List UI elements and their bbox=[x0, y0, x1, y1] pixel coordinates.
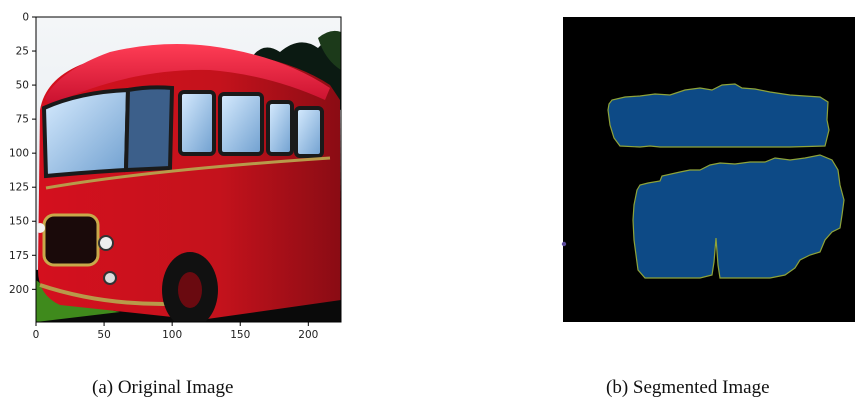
y-tick-label: 0 bbox=[22, 12, 29, 24]
y-tick-label: 100 bbox=[9, 148, 29, 160]
y-tick-label: 75 bbox=[16, 114, 29, 126]
segment-region-lower bbox=[632, 154, 845, 279]
y-tick-label: 50 bbox=[16, 80, 29, 92]
x-axis: 0 50 100 150 200 bbox=[33, 322, 318, 341]
y-tick-label: 175 bbox=[9, 250, 29, 262]
y-tick-label: 125 bbox=[9, 182, 29, 194]
segmented-image bbox=[561, 17, 855, 322]
caption-original-image: (a) Original Image bbox=[92, 377, 234, 398]
segment-speck bbox=[561, 241, 567, 247]
caption-segmented-image: (b) Segmented Image bbox=[606, 377, 770, 398]
segment-region-upper bbox=[607, 83, 830, 148]
x-tick-label: 200 bbox=[298, 329, 318, 341]
x-tick-label: 0 bbox=[33, 329, 40, 341]
original-image bbox=[36, 17, 341, 322]
x-tick-label: 50 bbox=[97, 329, 110, 341]
y-axis: 0 25 50 75 100 125 150 175 200 bbox=[9, 12, 36, 296]
y-tick-label: 150 bbox=[9, 216, 29, 228]
x-tick-label: 100 bbox=[162, 329, 182, 341]
x-tick-label: 150 bbox=[230, 329, 250, 341]
y-tick-label: 25 bbox=[16, 46, 29, 58]
axes-frame bbox=[35, 16, 342, 323]
y-tick-label: 200 bbox=[9, 284, 29, 296]
